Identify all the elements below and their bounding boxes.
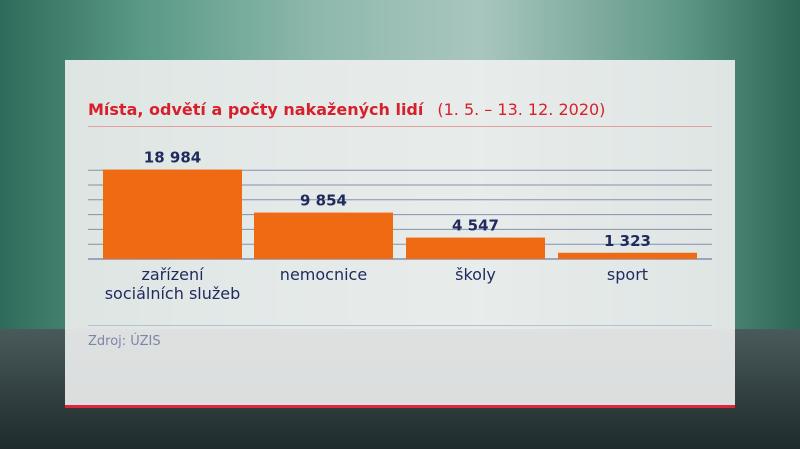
data-label: 18 984	[144, 149, 201, 167]
bar	[558, 252, 697, 259]
title-divider	[88, 126, 712, 127]
panel-accent-line	[65, 405, 735, 408]
data-label: 4 547	[452, 217, 499, 235]
category-label: zařízení	[141, 265, 204, 284]
chart-title: Místa, odvětí a počty nakažených lidí (1.…	[88, 100, 605, 119]
title-text: Místa, odvětí a počty nakažených lidí	[88, 100, 424, 119]
source-label: Zdroj: ÚZIS	[88, 334, 161, 349]
category-label: sociálních služeb	[105, 284, 241, 303]
date-range: (1. 5. – 13. 12. 2020)	[437, 100, 606, 119]
category-label: školy	[455, 265, 496, 284]
category-label: nemocnice	[280, 265, 367, 284]
bar	[406, 237, 545, 259]
source-divider	[88, 325, 712, 326]
bar	[254, 212, 393, 259]
bar	[103, 169, 242, 259]
data-label: 1 323	[604, 232, 651, 250]
data-label: 9 854	[300, 192, 347, 210]
category-label: sport	[607, 265, 648, 284]
